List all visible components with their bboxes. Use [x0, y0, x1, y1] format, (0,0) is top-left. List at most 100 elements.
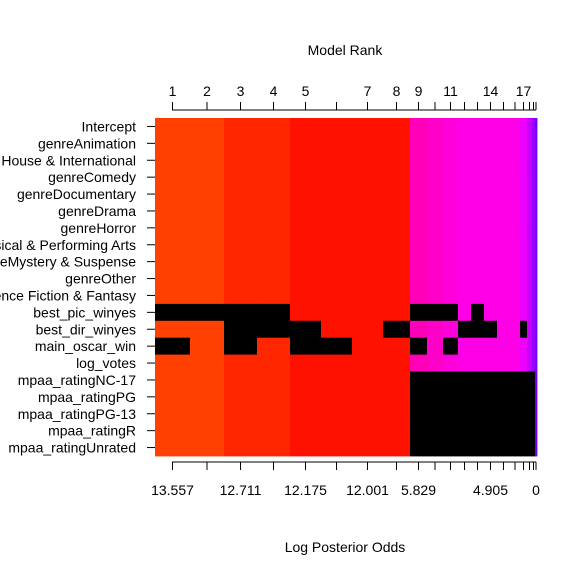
- heatmap-cell: [471, 118, 485, 136]
- heatmap-cell: [410, 320, 428, 339]
- heatmap-cell: [527, 337, 533, 355]
- heatmap-cell: [352, 202, 384, 220]
- heatmap-cell: [383, 134, 411, 153]
- heatmap-cell: [497, 151, 511, 170]
- heatmap-cell: [471, 320, 485, 339]
- heatmap-cell: [484, 236, 498, 254]
- heatmap-cell: [520, 185, 528, 203]
- heatmap-cell: [257, 219, 291, 237]
- heatmap-cell: [443, 185, 459, 203]
- heatmap-cell: [410, 354, 428, 372]
- heatmap-cell: [321, 388, 353, 406]
- heatmap-cell: [290, 219, 322, 237]
- heatmap-cell: [290, 439, 322, 457]
- variable-label: mpaa_ratingPG: [38, 389, 136, 405]
- heatmap-cell: [383, 439, 411, 457]
- heatmap-cell: [535, 168, 538, 186]
- variable-label: log_votes: [76, 355, 136, 371]
- variable-label: main_oscar_win: [35, 338, 136, 354]
- heatmap-cell: [257, 405, 291, 423]
- heatmap-cell: [510, 303, 521, 322]
- heatmap-cell: [190, 202, 225, 220]
- heatmap-cell: [427, 422, 444, 440]
- heatmap-cell: [520, 405, 528, 423]
- heatmap-cell: [520, 354, 528, 372]
- heatmap-cell: [471, 185, 485, 203]
- heatmap-cell: [535, 151, 538, 170]
- heatmap-cell: [520, 236, 528, 254]
- heatmap-cell: [352, 270, 384, 288]
- heatmap-cell: [224, 253, 258, 271]
- heatmap-cell: [224, 405, 258, 423]
- heatmap-cell: [352, 219, 384, 237]
- heatmap-cell: [527, 134, 533, 153]
- heatmap-cell: [510, 202, 521, 220]
- heatmap-cell: [458, 371, 472, 389]
- heatmap-cell: [321, 354, 353, 372]
- heatmap-cell: [321, 270, 353, 288]
- heatmap-cell: [224, 134, 258, 153]
- heatmap-cell: [352, 439, 384, 457]
- heatmap-cell: [471, 168, 485, 186]
- heatmap-cell: [190, 422, 225, 440]
- heatmap-cells: [155, 118, 538, 457]
- heatmap-cell: [383, 270, 411, 288]
- model-rank-tick-label: 17: [516, 83, 532, 99]
- heatmap-cell: [290, 388, 322, 406]
- heatmap-cell: [484, 202, 498, 220]
- heatmap-cell: [443, 202, 459, 220]
- heatmap-cell: [155, 168, 191, 186]
- heatmap-cell: [321, 303, 353, 322]
- heatmap-cell: [155, 219, 191, 237]
- heatmap-cell: [443, 354, 459, 372]
- heatmap-cell: [155, 439, 191, 457]
- heatmap-cell: [458, 253, 472, 271]
- heatmap-cell: [410, 134, 428, 153]
- heatmap-cell: [427, 303, 444, 322]
- heatmap-cell: [535, 185, 538, 203]
- heatmap-cell: [510, 236, 521, 254]
- model-rank-tick-label: 8: [393, 83, 401, 99]
- heatmap-cell: [290, 202, 322, 220]
- heatmap-cell: [532, 405, 536, 423]
- heatmap-cell: [535, 337, 538, 355]
- heatmap-cell: [155, 422, 191, 440]
- heatmap-cell: [443, 270, 459, 288]
- heatmap-cell: [471, 287, 485, 305]
- heatmap-cell: [535, 287, 538, 305]
- heatmap-cell: [532, 439, 536, 457]
- heatmap-cell: [520, 337, 528, 355]
- heatmap-cell: [321, 371, 353, 389]
- heatmap-cell: [352, 168, 384, 186]
- heatmap-cell: [532, 388, 536, 406]
- heatmap-cell: [510, 439, 521, 457]
- heatmap-cell: [410, 422, 428, 440]
- heatmap-cell: [290, 337, 322, 355]
- heatmap-cell: [383, 337, 411, 355]
- heatmap-cell: [190, 185, 225, 203]
- heatmap-cell: [510, 118, 521, 136]
- heatmap-cell: [257, 118, 291, 136]
- heatmap-cell: [520, 287, 528, 305]
- heatmap-cell: [484, 371, 498, 389]
- heatmap-cell: [497, 219, 511, 237]
- heatmap-cell: [471, 236, 485, 254]
- heatmap-cell: [510, 320, 521, 339]
- heatmap-cell: [535, 388, 538, 406]
- variable-labels: InterceptgenreAnimationgenreArt House & …: [0, 118, 155, 456]
- heatmap-cell: [532, 185, 536, 203]
- heatmap-cell: [527, 151, 533, 170]
- heatmap-cell: [535, 219, 538, 237]
- heatmap-cell: [190, 236, 225, 254]
- heatmap-cell: [497, 134, 511, 153]
- heatmap-cell: [427, 405, 444, 423]
- heatmap-cell: [520, 439, 528, 457]
- heatmap-cell: [527, 405, 533, 423]
- variable-label: best_dir_winyes: [36, 321, 136, 337]
- heatmap-cell: [155, 337, 191, 355]
- heatmap-cell: [471, 371, 485, 389]
- heatmap-cell: [321, 287, 353, 305]
- heatmap-cell: [155, 303, 191, 322]
- heatmap-cell: [532, 168, 536, 186]
- variable-label: mpaa_ratingR: [48, 423, 136, 439]
